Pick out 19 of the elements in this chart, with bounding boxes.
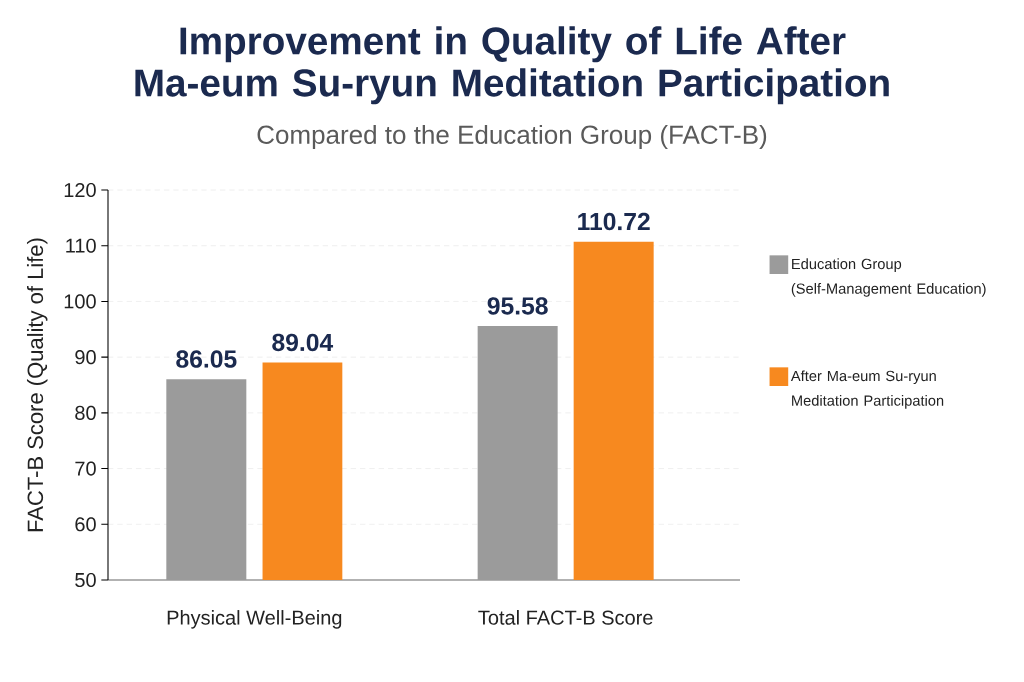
data-label: 86.05 <box>176 350 237 368</box>
y-tick-label: 110 <box>66 238 96 253</box>
y-tick-label: 70 <box>75 461 96 476</box>
chart-subtitle: Compared to the Education Group (FACT-B) <box>257 124 767 150</box>
data-label: 95.58 <box>487 297 548 315</box>
y-tick-label: 90 <box>75 350 96 365</box>
chart-title: Improvement in Quality of Life After Ma-eum Su-ryun Meditation Participation <box>135 26 889 105</box>
x-tick-label: Physical Well-Being <box>167 610 342 629</box>
y-tick-label: 80 <box>75 405 96 420</box>
y-tick-label: 50 <box>75 572 96 588</box>
y-tick-label: 100 <box>64 294 96 309</box>
legend-label: After Ma-eum Su-ryun Meditation Participation <box>790 370 944 409</box>
x-tick-label: Total FACT-B Score <box>478 610 653 625</box>
data-label: 89.04 <box>272 333 334 352</box>
y-tick-label: 120 <box>64 182 96 198</box>
legend-label: Education Group (Self-Management Education) <box>791 258 986 297</box>
y-tick-label: 60 <box>75 517 96 532</box>
y-axis-title: FACT-B Score (Quality of Life) <box>26 238 48 532</box>
data-label: 110.72 <box>578 212 650 231</box>
